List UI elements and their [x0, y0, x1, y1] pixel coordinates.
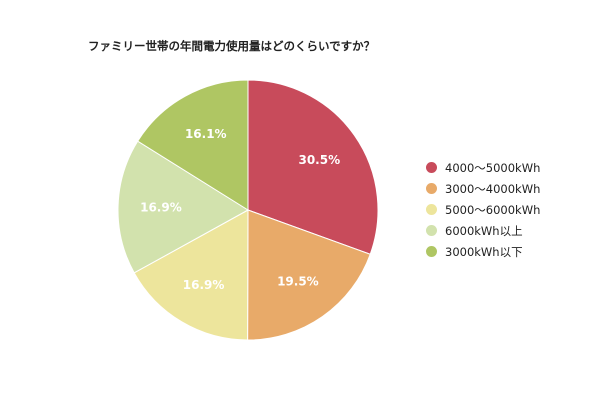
pie-slice[interactable]: [133, 209, 249, 341]
legend-label: 3000〜4000kWh: [445, 181, 541, 196]
chart-title: ファミリー世帯の年間電力使用量はどのくらいですか？: [88, 39, 376, 53]
slice-value-label: 16.9%: [183, 278, 225, 292]
pie-slice[interactable]: [247, 79, 379, 255]
legend-swatch: [426, 183, 437, 194]
legend-item[interactable]: 3000kWh以下: [426, 241, 540, 262]
legend-label: 5000〜6000kWh: [445, 202, 541, 217]
legend-swatch: [426, 225, 437, 236]
pie-slice[interactable]: [117, 140, 249, 274]
slice-value-label: 30.5%: [298, 153, 340, 167]
legend-swatch: [426, 204, 437, 215]
legend-swatch: [426, 162, 437, 173]
legend-label: 6000kWh以上: [445, 223, 523, 238]
legend-swatch: [426, 246, 437, 257]
legend-label: 4000〜5000kWh: [445, 160, 541, 175]
slice-value-label: 16.1%: [185, 127, 227, 141]
legend-item[interactable]: 6000kWh以上: [426, 220, 540, 241]
slice-value-label: 19.5%: [277, 274, 319, 288]
legend-item[interactable]: 3000〜4000kWh: [426, 178, 540, 199]
pie-slice[interactable]: [247, 209, 371, 341]
pie-slice[interactable]: [137, 79, 249, 211]
slice-value-label: 16.9%: [140, 201, 182, 215]
legend-label: 3000kWh以下: [445, 244, 523, 259]
legend: 4000〜5000kWh 3000〜4000kWh 5000〜6000kWh 6…: [426, 157, 540, 262]
legend-item[interactable]: 4000〜5000kWh: [426, 157, 540, 178]
legend-item[interactable]: 5000〜6000kWh: [426, 199, 540, 220]
